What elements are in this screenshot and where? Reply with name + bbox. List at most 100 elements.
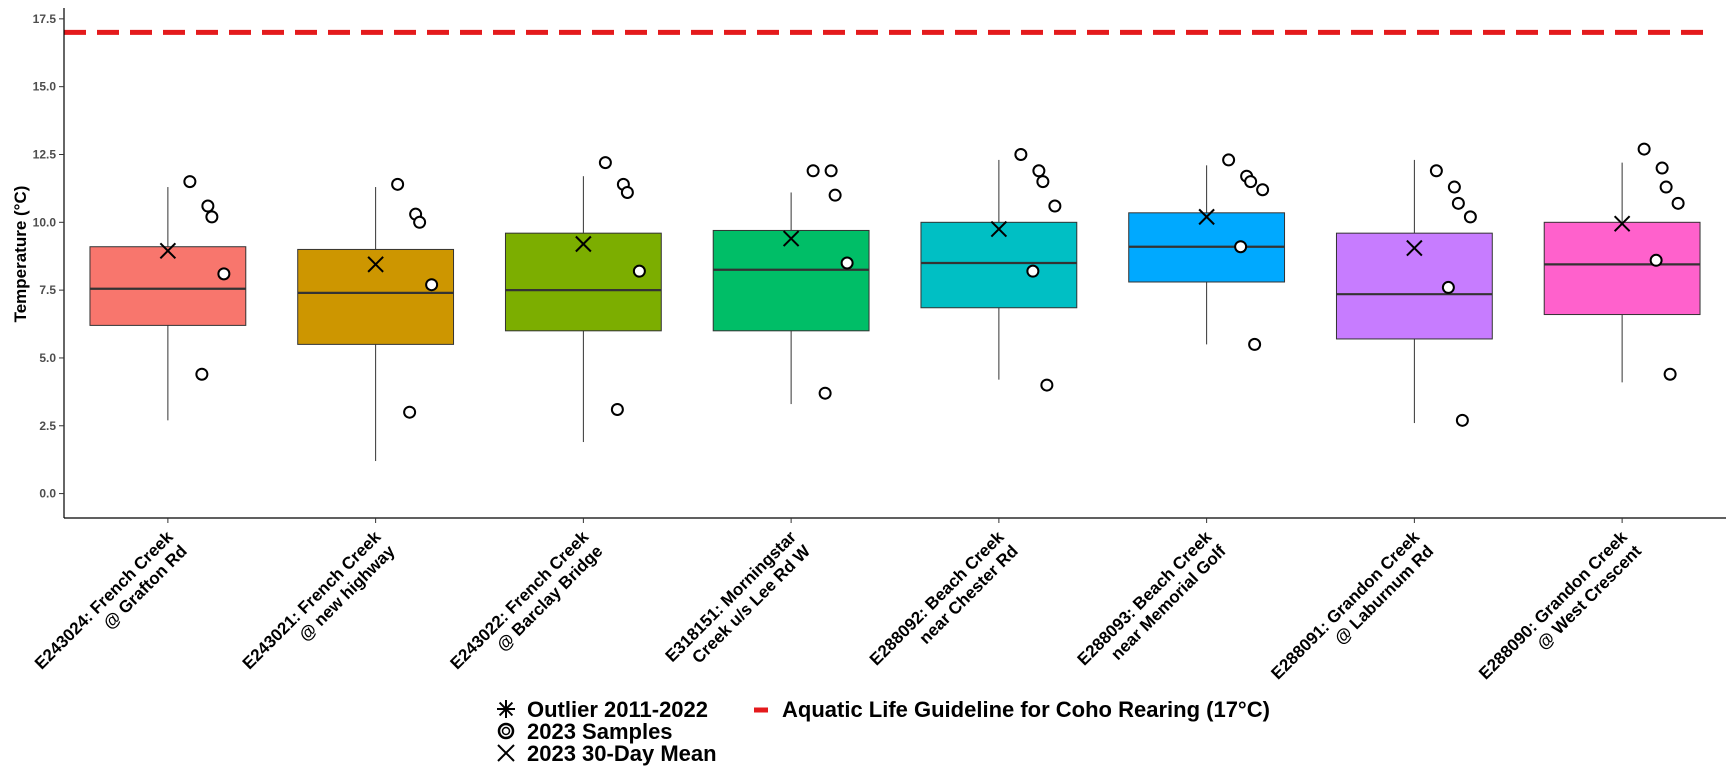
legend-guideline-label: Aquatic Life Guideline for Coho Rearing …	[782, 697, 1270, 722]
box-group	[1128, 153, 1286, 351]
mean-marker	[159, 242, 177, 259]
box-iqr	[920, 221, 1078, 309]
legend-outlier-label: Outlier 2011-2022	[527, 697, 708, 722]
y-tick-label: 15.0	[33, 80, 57, 94]
x-tick-label-line: E243022: French Creek	[446, 527, 592, 673]
legend-item-outlier: Outlier 2011-2022	[497, 697, 708, 722]
box-group	[504, 156, 662, 443]
legend-samples-icon-inner	[501, 726, 511, 736]
sample-point	[1014, 147, 1028, 161]
x-tick-label: E243021: French Creek@ new highway	[239, 527, 399, 687]
mean-marker	[575, 235, 592, 253]
legend-mean-icon	[497, 744, 515, 762]
legend: Outlier 2011-2022 2023 Samples 2023 30-D…	[497, 697, 1270, 766]
sample-point	[1649, 253, 1663, 267]
y-tick-label: 2.5	[39, 419, 56, 433]
plot-area	[64, 29, 1710, 462]
sample-point	[828, 188, 842, 202]
legend-item-mean: 2023 30-Day Mean	[497, 741, 717, 766]
x-axis: E243024: French Creek@ Grafton Rd E243021…	[31, 517, 1726, 697]
legend-samples-icon	[497, 722, 515, 740]
y-tick-label: 12.5	[33, 147, 57, 161]
sample-point	[1222, 153, 1236, 167]
box-group	[297, 177, 455, 462]
mean-marker	[990, 220, 1008, 238]
sample-point	[824, 164, 838, 178]
sample-point	[598, 156, 612, 170]
sample-point	[1455, 413, 1469, 427]
sample-point	[1663, 367, 1677, 381]
sample-point	[1441, 280, 1455, 294]
sample-point	[632, 264, 646, 278]
sample-point	[1463, 210, 1477, 224]
x-tick-label: E318151: MorningstarCreek u/s Lee Rd W	[662, 527, 815, 680]
sample-point	[1429, 164, 1443, 178]
sample-point	[1637, 142, 1651, 156]
sample-point	[195, 367, 209, 381]
y-tick-label: 17.5	[33, 12, 57, 26]
sample-point	[1248, 337, 1262, 351]
sample-point	[610, 402, 624, 416]
legend-outlier-icon	[497, 700, 515, 718]
legend-item-guideline: Aquatic Life Guideline for Coho Rearing …	[754, 697, 1270, 722]
x-tick-label: E288091: Grandon Creek@ Laburnum Rd	[1267, 527, 1437, 697]
x-tick-label: E243022: French Creek@ Barclay Bridge	[446, 527, 606, 687]
sample-point	[201, 199, 215, 213]
sample-point	[1032, 164, 1046, 178]
box-group	[1543, 142, 1701, 383]
legend-mean-label: 2023 30-Day Mean	[527, 741, 717, 766]
mean-marker	[1406, 239, 1423, 257]
y-tick-label: 7.5	[39, 283, 56, 297]
x-tick-label: E288093: Beach Creeknear Memorial Golf	[1074, 527, 1230, 683]
mean-marker	[1613, 215, 1631, 232]
sample-point	[391, 177, 405, 191]
x-tick-label-line: E288091: Grandon Creek	[1267, 527, 1423, 683]
box-iqr	[1543, 221, 1701, 316]
y-tick-label: 5.0	[39, 351, 56, 365]
sample-point	[1256, 183, 1270, 197]
x-tick-label-line: E288093: Beach Creek	[1074, 527, 1216, 669]
x-tick-label: E243024: French Creek@ Grafton Rd	[31, 527, 191, 687]
sample-point	[1036, 175, 1050, 189]
sample-point	[425, 278, 439, 292]
y-axis: 0.0 2.5 5.0 7.5 10.0 12.5 15.0 17.5	[33, 8, 65, 518]
box-group	[712, 164, 870, 405]
x-tick-label-line: E288092: Beach Creek	[866, 527, 1008, 669]
sample-point	[840, 256, 854, 270]
sample-point	[1048, 199, 1062, 213]
sample-point	[205, 210, 219, 224]
legend-item-samples: 2023 Samples	[497, 719, 673, 744]
mean-marker	[367, 256, 384, 273]
box-iqr	[1335, 232, 1493, 340]
sample-point	[183, 175, 197, 189]
sample-point	[1655, 161, 1669, 175]
x-tick-label: E288090: Grandon Creek@ West Crescent	[1475, 527, 1645, 697]
sample-point	[1040, 378, 1054, 392]
mean-marker	[1198, 208, 1215, 226]
box-iqr	[89, 246, 247, 326]
sample-point	[1447, 180, 1461, 194]
sample-point	[1234, 240, 1248, 254]
x-tick-label-line: Creek u/s Lee Rd W	[688, 541, 814, 667]
sample-point	[1451, 196, 1465, 210]
x-tick-label: E288092: Beach Creeknear Chester Rd	[866, 527, 1022, 683]
box-iqr	[504, 232, 662, 332]
box-iqr	[712, 229, 870, 332]
box-group	[89, 175, 247, 421]
x-tick-label-line: E318151: Morningstar	[662, 527, 801, 666]
sample-point	[217, 267, 231, 281]
sample-point	[413, 215, 427, 229]
sample-point	[1026, 264, 1040, 278]
sample-point	[818, 386, 832, 400]
y-tick-label: 10.0	[33, 215, 57, 229]
y-axis-title: Temperature (°C)	[11, 186, 30, 323]
sample-point	[806, 164, 820, 178]
box-group	[1335, 159, 1493, 427]
legend-samples-label: 2023 Samples	[527, 719, 673, 744]
box-group	[920, 147, 1078, 392]
x-tick-label-line: E243024: French Creek	[31, 527, 177, 673]
mean-marker	[782, 230, 800, 247]
sample-point	[403, 405, 417, 419]
sample-point	[1244, 175, 1258, 189]
